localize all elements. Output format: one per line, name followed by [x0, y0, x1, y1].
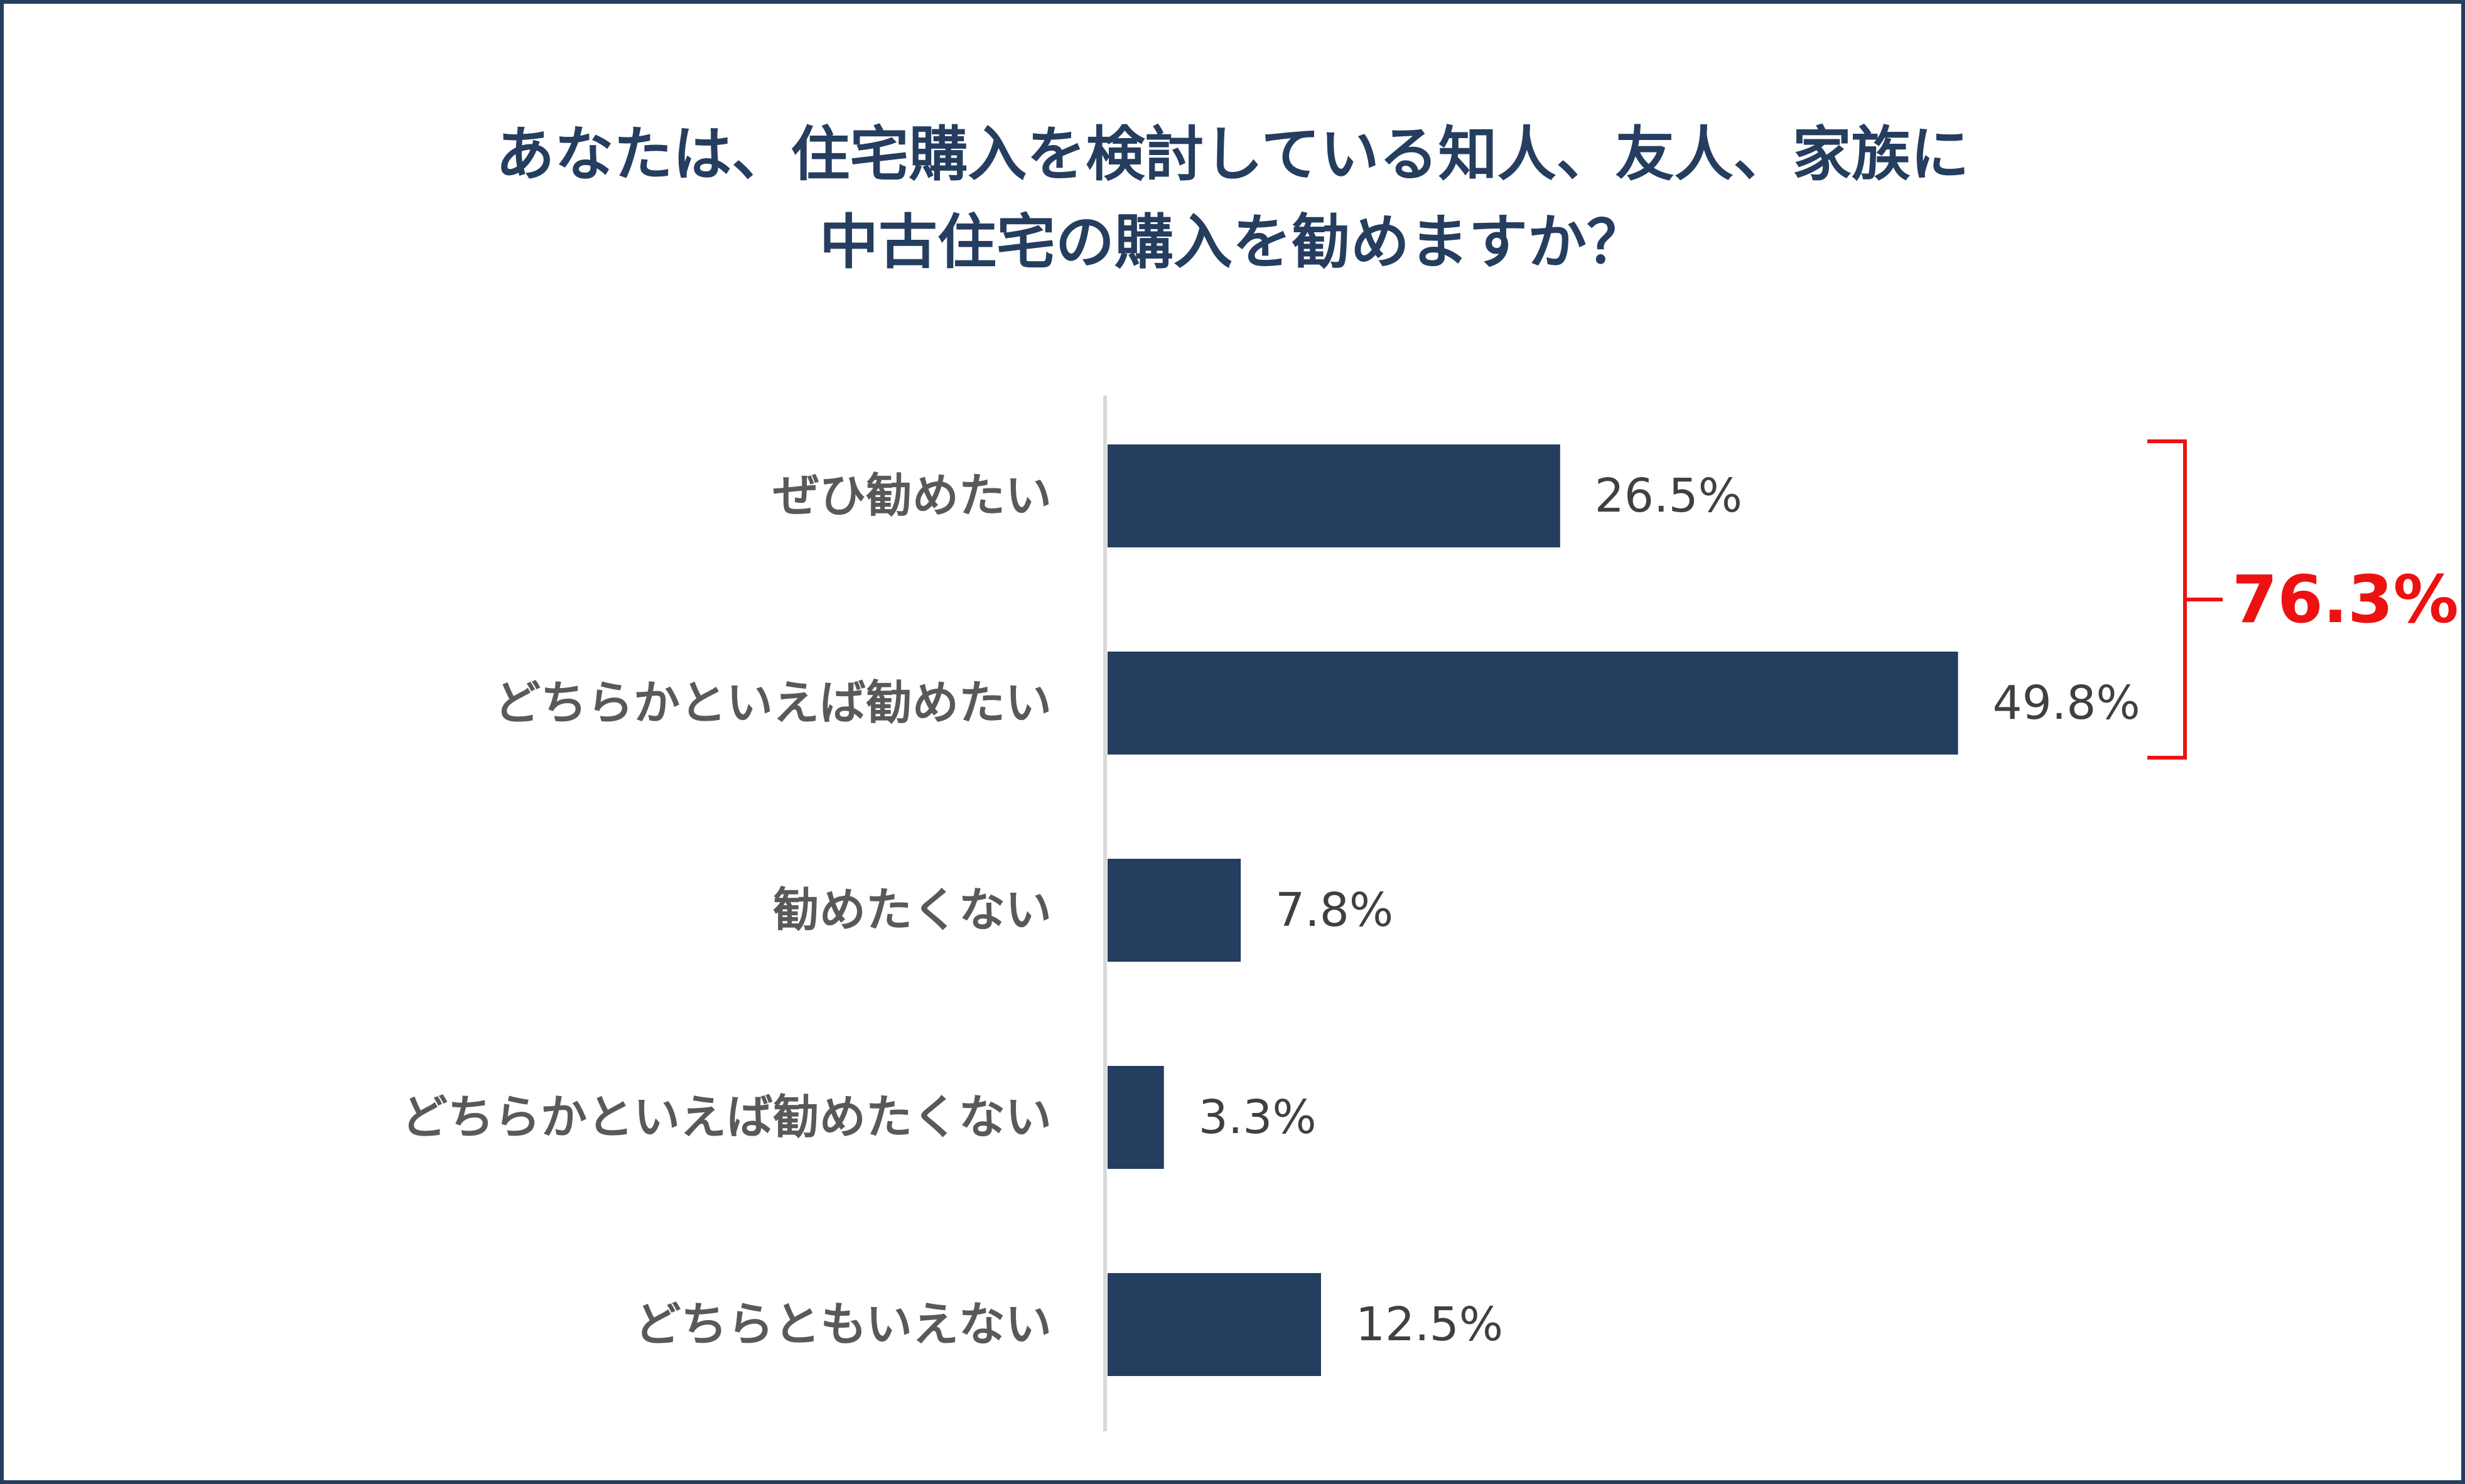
category-labels: ぜひ勧めたいどちらかといえば勧めたい勧めたくないどちらかといえば勧めたくないどち…: [401, 469, 1052, 1352]
sum-bracket-group: 76.3%: [2147, 439, 2459, 760]
value-label-2: 49.8%: [1993, 676, 2140, 730]
total-annotation-label: 76.3%: [2232, 561, 2459, 638]
category-label-4: どちらかといえば勧めたくない: [401, 1090, 1052, 1144]
value-label-5: 12.5%: [1356, 1298, 1503, 1352]
bar-1: [1108, 444, 1560, 547]
value-label-4: 3.3%: [1199, 1090, 1317, 1144]
category-label-1: ぜひ勧めたい: [773, 469, 1052, 523]
sum-bracket: [2147, 439, 2223, 760]
bar-group: [1108, 444, 1958, 1376]
bar-3: [1108, 859, 1241, 962]
category-label-3: 勧めたくない: [773, 883, 1052, 937]
bar-5: [1108, 1273, 1321, 1376]
bar-2: [1108, 652, 1958, 755]
category-label-2: どちらかといえば勧めたい: [494, 676, 1052, 730]
chart-title-line-2: 中古住宅の購入を勧めますか？: [819, 208, 1646, 277]
value-label-3: 7.8%: [1275, 883, 1393, 937]
value-labels: 26.5% 49.8% 7.8% 3.3% 12.5%: [1199, 469, 2140, 1352]
category-label-5: どちらともいえない: [634, 1298, 1052, 1352]
value-label-1: 26.5%: [1595, 469, 1742, 523]
bar-4: [1108, 1066, 1164, 1169]
chart-title-line-1: あなたは、住宅購入を検討している知人、友人、家族に: [495, 121, 1970, 189]
